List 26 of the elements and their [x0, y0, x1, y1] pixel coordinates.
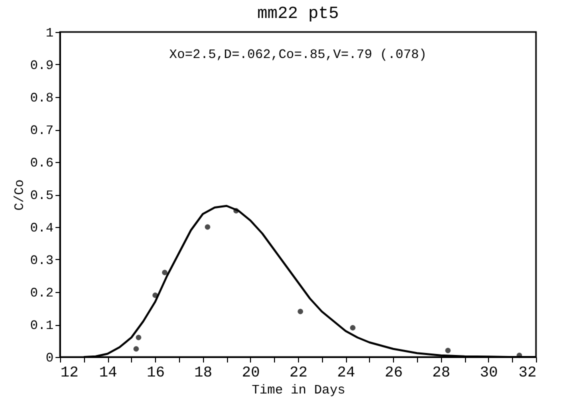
y-tick-label: 0.4: [30, 220, 54, 236]
y-tick-label: 1: [46, 26, 54, 40]
x-tick-label: 16: [146, 364, 165, 382]
chart-title: mm22 pt5: [257, 5, 339, 24]
x-tick-label: 12: [60, 364, 79, 382]
y-tick-label: 0.7: [30, 123, 54, 138]
y-tick-label: 0.5: [30, 188, 54, 203]
x-axis-title: Time in Days: [252, 382, 346, 398]
x-tick-label: 22: [289, 364, 308, 382]
y-tick-label: 0.6: [30, 156, 54, 170]
x-tick-label: 20: [242, 364, 260, 382]
y-tick-label: 0.3: [30, 253, 54, 268]
x-tick-label: 26: [384, 364, 403, 382]
annotation: Xo=2.5,D=.062,Co=.85,V=.79 (.078): [169, 47, 427, 62]
y-tick-label: 0.8: [30, 90, 54, 106]
x-tick-label: 14: [99, 364, 118, 382]
y-tick-label: 0: [46, 350, 54, 366]
x-tick-label: 28: [432, 364, 450, 382]
y-axis-title: C/Co: [12, 179, 28, 211]
y-tick-label: 0.1: [30, 318, 54, 333]
y-tick-label: 0.2: [30, 286, 54, 300]
x-tick-label: 18: [194, 364, 212, 382]
x-tick-label: 32: [518, 364, 536, 382]
x-tick-label: 24: [337, 364, 356, 382]
x-tick-label: 30: [480, 364, 498, 382]
y-tick-label: 0.9: [30, 58, 54, 73]
